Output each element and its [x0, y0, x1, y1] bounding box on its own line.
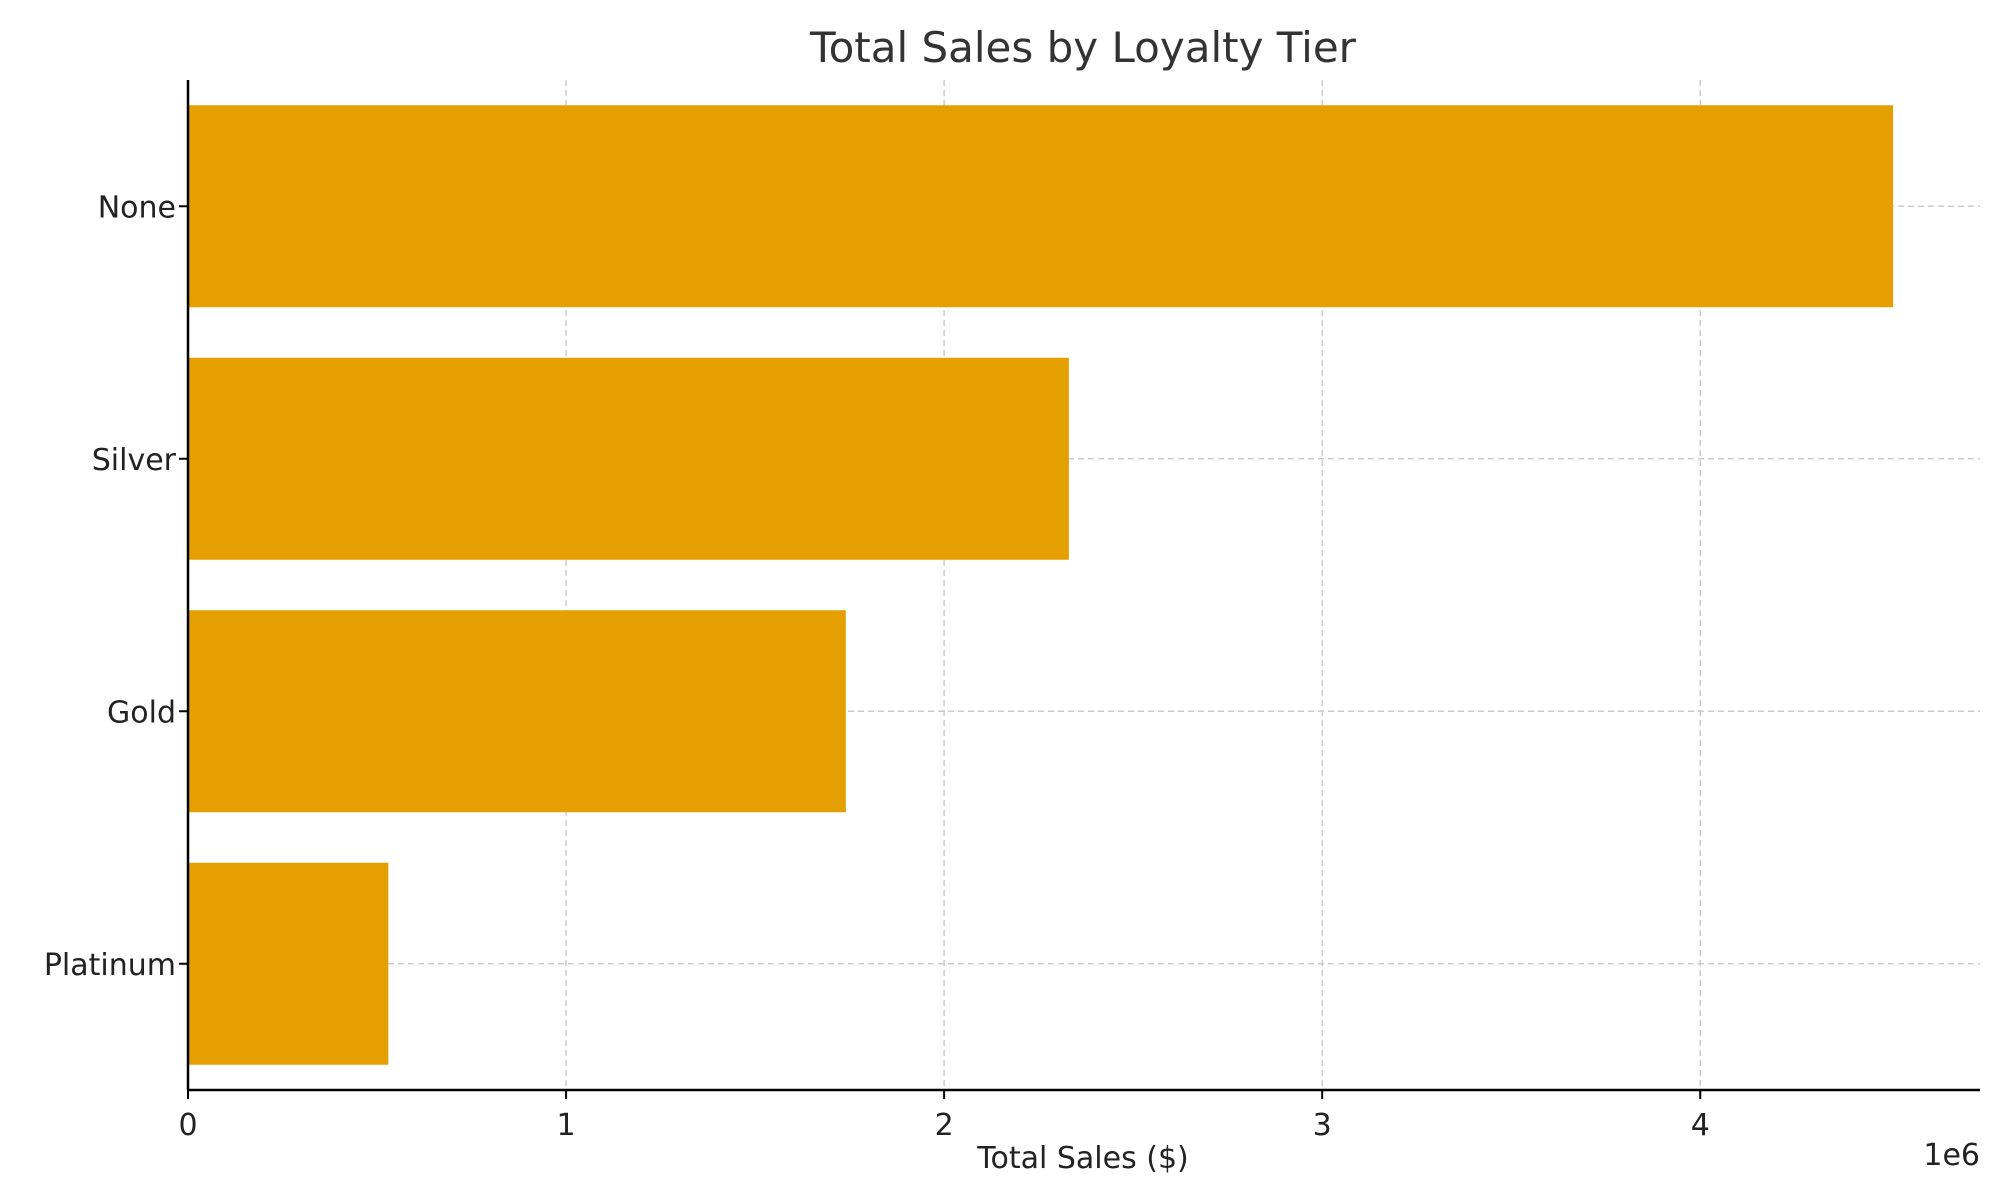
- y-tick-label-gold: Gold: [107, 695, 176, 730]
- bars: [188, 105, 1893, 1065]
- x-tick-label: 0: [178, 1108, 197, 1143]
- x-tick-label: 3: [1313, 1108, 1332, 1143]
- y-tick-label-platinum: Platinum: [44, 948, 176, 983]
- x-axis-label: Total Sales ($): [976, 1141, 1188, 1176]
- chart-title: Total Sales by Loyalty Tier: [809, 23, 1357, 72]
- y-tick-label-none: None: [98, 190, 176, 225]
- bar-platinum: [188, 863, 388, 1065]
- x-tick-label: 2: [935, 1108, 954, 1143]
- x-tick-label: 4: [1691, 1108, 1710, 1143]
- bar-gold: [188, 610, 846, 812]
- x-axis-offset-label: 1e6: [1923, 1138, 1980, 1173]
- y-tick-label-silver: Silver: [92, 443, 177, 478]
- bar-silver: [188, 358, 1069, 560]
- bar-none: [188, 105, 1893, 307]
- x-tick-label: 1: [557, 1108, 576, 1143]
